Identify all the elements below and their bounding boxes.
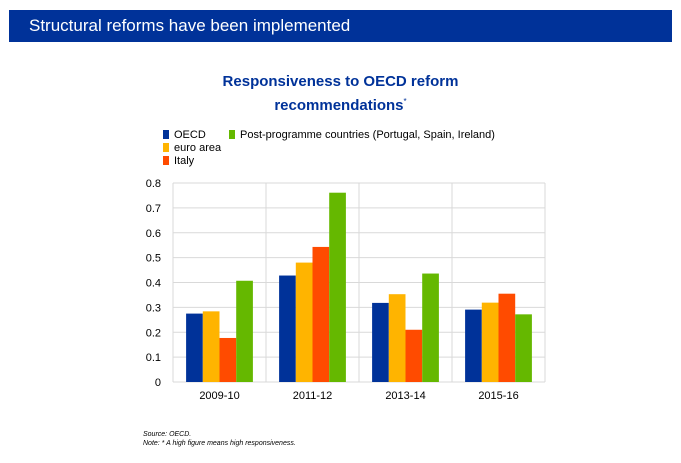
legend-swatch: [163, 130, 169, 139]
y-tick-label: 0: [155, 377, 161, 389]
legend-swatch: [229, 130, 235, 139]
bar-oecd-2015-16: [465, 309, 482, 382]
legend-item-post-programme: Post-programme countries (Portugal, Spai…: [229, 129, 495, 142]
legend-item-euro-area: euro area: [163, 142, 221, 155]
bar-euro-2009-10: [202, 311, 220, 382]
bar-euro-2013-14: [388, 294, 406, 382]
bar-post-programme-2015-16: [515, 314, 532, 382]
y-tick-label: 0.5: [146, 253, 161, 265]
legend-label: Post-programme countries (Portugal, Spai…: [240, 129, 495, 141]
legend-label: Italy: [174, 155, 195, 167]
x-tick-label: 2009-10: [199, 390, 239, 402]
y-tick-label: 0.6: [146, 228, 161, 240]
bar-oecd-2013-14: [372, 302, 389, 382]
bar-italy-2013-14: [405, 329, 423, 382]
legend-item-italy: Italy: [163, 155, 194, 168]
y-tick-label: 0.4: [146, 278, 161, 290]
chart-notes: Source: OECD. Note: * A high figure mean…: [143, 430, 296, 448]
bar-post-programme-2013-14: [422, 273, 439, 382]
bar-post-programme-2009-10: [236, 280, 253, 382]
bar-italy-2011-12: [312, 246, 330, 382]
slide-banner: Structural reforms have been implemented: [9, 10, 672, 42]
source-note: Source: OECD.: [143, 431, 192, 438]
footnote: Note: * A high figure means high respons…: [143, 440, 296, 447]
legend-label: euro area: [174, 142, 222, 154]
legend-label: OECD: [174, 129, 206, 141]
legend-swatch: [163, 156, 169, 165]
x-tick-label: 2013-14: [385, 390, 425, 402]
chart-title: Responsiveness to OECD reform recommendat…: [0, 72, 681, 116]
bar-italy-2009-10: [219, 337, 237, 382]
y-tick-label: 0.1: [146, 352, 161, 364]
y-tick-label: 0.7: [146, 203, 161, 215]
bar-oecd-2009-10: [186, 313, 203, 382]
chart-title-text: Responsiveness to OECD reform recommendat…: [222, 73, 459, 114]
y-tick-label: 0.2: [146, 327, 161, 339]
legend-swatch: [163, 143, 169, 152]
y-tick-label: 0.3: [146, 302, 161, 314]
bar-euro-2015-16: [481, 302, 499, 382]
x-tick-label: 2015-16: [478, 390, 518, 402]
title-footnote-marker: *: [403, 97, 407, 106]
x-tick-label: 2011-12: [293, 390, 333, 402]
bar-oecd-2011-12: [279, 275, 296, 382]
bar-post-programme-2011-12: [329, 192, 346, 382]
bar-italy-2015-16: [498, 293, 516, 382]
y-tick-label: 0.8: [146, 178, 161, 190]
bar-euro-2011-12: [295, 262, 313, 382]
legend-item-oecd: OECD: [163, 129, 206, 142]
